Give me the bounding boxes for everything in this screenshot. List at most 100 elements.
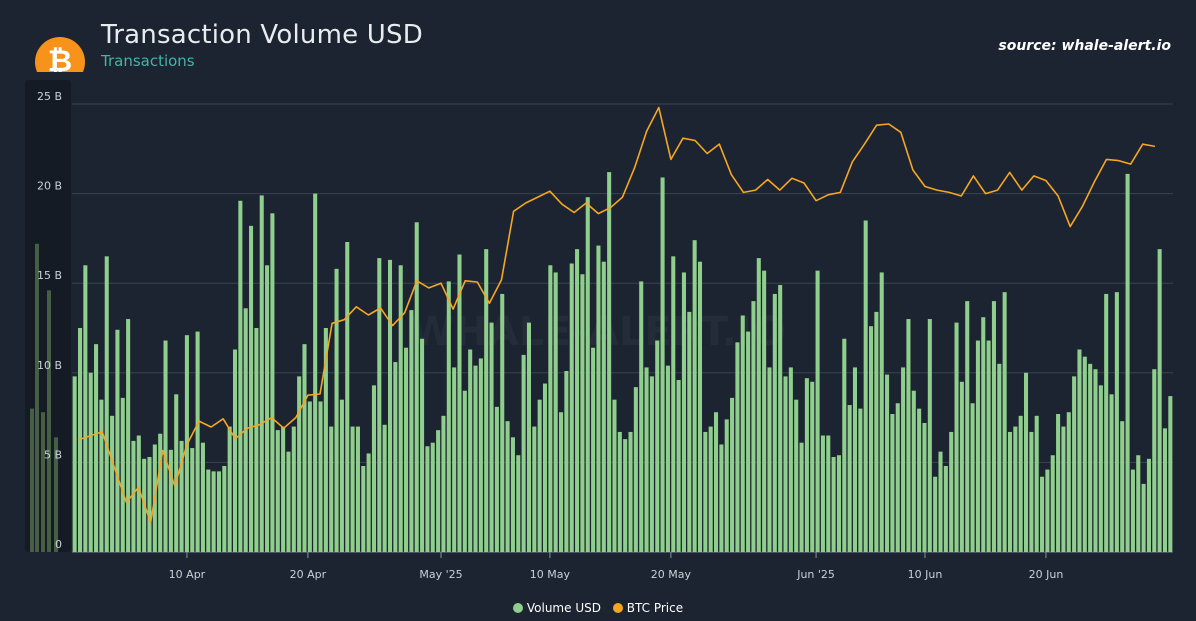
volume-bar[interactable] <box>767 367 772 552</box>
volume-bar[interactable] <box>339 399 344 552</box>
volume-bar[interactable] <box>484 249 489 552</box>
volume-bar[interactable] <box>836 455 841 552</box>
volume-bar[interactable] <box>393 362 398 552</box>
volume-bar[interactable] <box>649 376 654 552</box>
volume-bar[interactable] <box>559 412 564 552</box>
volume-bar[interactable] <box>377 258 382 552</box>
volume-bar[interactable] <box>190 448 195 552</box>
volume-bar[interactable] <box>703 431 708 552</box>
volume-bar[interactable] <box>772 293 777 552</box>
volume-bar[interactable] <box>115 329 120 552</box>
volume-bar[interactable] <box>1088 363 1093 552</box>
volume-bar[interactable] <box>735 342 740 552</box>
volume-bar[interactable] <box>1141 483 1146 552</box>
volume-bar[interactable] <box>494 406 499 552</box>
volume-bar[interactable] <box>607 172 612 552</box>
volume-bar[interactable] <box>1120 421 1125 552</box>
volume-bar[interactable] <box>1072 376 1077 552</box>
volume-bar[interactable] <box>297 376 302 552</box>
volume-bar[interactable] <box>249 225 254 553</box>
volume-bar[interactable] <box>168 449 173 552</box>
volume-bar[interactable] <box>195 331 200 552</box>
volume-bar[interactable] <box>783 376 788 552</box>
volume-bar[interactable] <box>746 331 751 552</box>
volume-bar[interactable] <box>863 220 868 553</box>
btc-price-line[interactable] <box>77 106 1156 524</box>
volume-bar[interactable] <box>885 374 890 552</box>
volume-bar[interactable] <box>981 317 986 552</box>
volume-bar[interactable] <box>350 426 355 552</box>
volume-bar[interactable] <box>804 378 809 552</box>
volume-bar[interactable] <box>623 439 628 552</box>
volume-bar[interactable] <box>441 415 446 552</box>
volume-bar[interactable] <box>211 471 216 552</box>
volume-bar[interactable] <box>478 358 483 552</box>
volume-bar[interactable] <box>730 397 735 552</box>
volume-bar[interactable] <box>206 469 211 552</box>
volume-bar[interactable] <box>94 344 99 552</box>
volume-bar[interactable] <box>521 354 526 552</box>
volume-bar[interactable] <box>1077 349 1082 553</box>
volume-bar[interactable] <box>131 440 136 552</box>
volume-bar[interactable] <box>676 379 681 552</box>
volume-bar[interactable] <box>794 399 799 552</box>
volume-bar[interactable] <box>1040 476 1045 552</box>
volume-bar[interactable] <box>714 412 719 552</box>
volume-bar[interactable] <box>302 344 307 552</box>
volume-bar[interactable] <box>505 421 510 552</box>
volume-bar[interactable] <box>72 376 77 552</box>
volume-bar[interactable] <box>548 265 553 552</box>
volume-bar[interactable] <box>281 426 286 552</box>
volume-bar[interactable] <box>163 340 168 552</box>
volume-bar[interactable] <box>869 326 874 552</box>
volume-bar[interactable] <box>975 340 980 552</box>
volume-bar[interactable] <box>612 399 617 552</box>
volume-bar[interactable] <box>462 390 467 552</box>
volume-bar[interactable] <box>644 367 649 552</box>
volume-bar[interactable] <box>986 340 991 552</box>
volume-bar[interactable] <box>617 431 622 552</box>
volume-bar[interactable] <box>270 213 275 552</box>
volume-bar[interactable] <box>1109 394 1114 552</box>
volume-bar[interactable] <box>858 408 863 552</box>
volume-bar[interactable] <box>943 465 948 552</box>
volume-bar[interactable] <box>639 281 644 552</box>
volume-bar[interactable] <box>911 390 916 552</box>
volume-bar[interactable] <box>927 319 932 552</box>
volume-bar[interactable] <box>238 200 243 552</box>
volume-bar[interactable] <box>671 256 676 552</box>
volume-bar[interactable] <box>387 259 393 552</box>
volume-bar[interactable] <box>126 319 131 552</box>
volume-bar[interactable] <box>259 195 264 552</box>
volume-bar[interactable] <box>307 401 312 552</box>
volume-bar[interactable] <box>452 367 457 552</box>
volume-bar[interactable] <box>1130 469 1135 552</box>
volume-bar[interactable] <box>398 265 403 552</box>
volume-bar[interactable] <box>569 263 574 552</box>
volume-bar[interactable] <box>820 435 825 552</box>
volume-bar[interactable] <box>655 340 660 552</box>
volume-bar[interactable] <box>895 403 900 552</box>
legend-item-btc-price[interactable]: BTC Price <box>612 601 683 615</box>
volume-bar[interactable] <box>842 338 847 552</box>
volume-bar[interactable] <box>778 284 783 552</box>
volume-bar[interactable] <box>1056 414 1061 552</box>
volume-bar[interactable] <box>580 274 585 552</box>
volume-bar[interactable] <box>232 349 238 553</box>
volume-bar[interactable] <box>874 311 879 552</box>
volume-bar[interactable] <box>1029 431 1034 552</box>
volume-bar[interactable] <box>799 442 804 552</box>
volume-bar[interactable] <box>1157 249 1162 552</box>
volume-bar[interactable] <box>329 426 334 552</box>
volume-bar[interactable] <box>1023 372 1029 552</box>
volume-bar[interactable] <box>965 301 970 552</box>
volume-bar[interactable] <box>446 281 451 552</box>
volume-bar[interactable] <box>815 270 820 552</box>
volume-bar[interactable] <box>120 397 125 552</box>
volume-bar[interactable] <box>313 193 318 552</box>
volume-bar[interactable] <box>831 457 836 552</box>
volume-bar[interactable] <box>510 437 515 552</box>
volume-bar[interactable] <box>526 322 531 552</box>
volume-bar[interactable] <box>500 293 505 552</box>
volume-bar[interactable] <box>601 261 606 552</box>
